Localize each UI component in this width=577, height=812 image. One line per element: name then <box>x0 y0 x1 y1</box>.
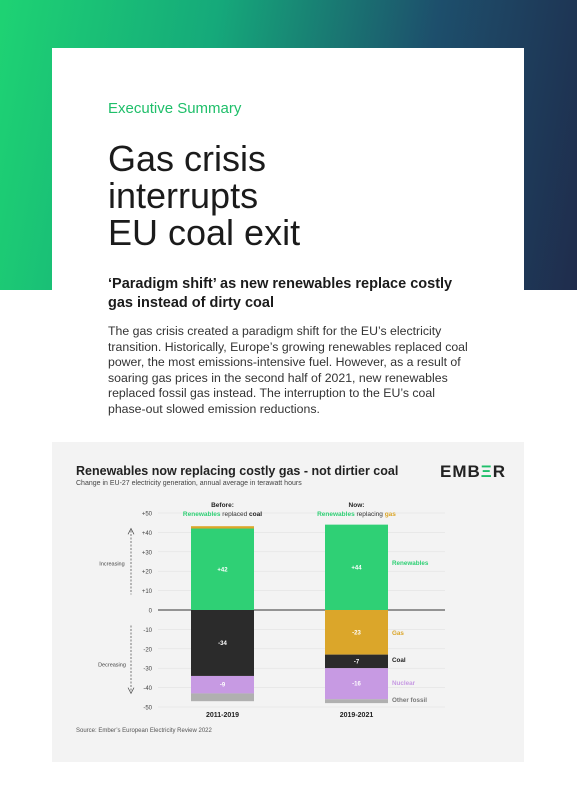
bar-segment <box>191 610 254 676</box>
bar-segment <box>191 528 254 610</box>
bar-segment <box>325 524 388 610</box>
page-subtitle: ‘Paradigm shift’ as new renewables repla… <box>108 276 453 311</box>
data-label: +44 <box>351 565 362 571</box>
body-paragraph: The gas crisis created a paradigm shift … <box>108 324 468 416</box>
title-line: Gas crisis <box>108 138 267 179</box>
decreasing-arrow-head <box>127 687 135 695</box>
column-subheading: Renewables replacing gas <box>317 511 396 518</box>
subheading-renewables: Renewables <box>317 511 355 518</box>
y-tick-label: -30 <box>143 667 152 673</box>
chart-panel <box>52 442 524 762</box>
column-subheading: Renewables replaced coal <box>183 511 262 518</box>
y-tick-label: 0 <box>149 609 153 615</box>
y-tick-label: -40 <box>143 686 152 692</box>
decreasing-label: Decreasing <box>98 662 126 668</box>
data-label: -16 <box>352 682 361 688</box>
legend-label: Renewables <box>392 560 429 567</box>
section-kicker: Executive Summary <box>108 100 242 117</box>
subheading-fuel: gas <box>385 511 397 518</box>
subheading-verb: replacing <box>355 511 385 518</box>
increasing-arrow-head <box>127 527 135 535</box>
x-category-label: 2019-2021 <box>340 712 374 719</box>
data-label: +42 <box>217 567 228 573</box>
chart-source: Source: Ember’s European Electricity Rev… <box>76 728 212 734</box>
legend-label: Other fossil <box>392 697 427 704</box>
column-heading: Before: <box>211 502 234 509</box>
y-tick-label: +40 <box>142 531 153 537</box>
legend-label: Coal <box>392 657 406 664</box>
data-label: -23 <box>352 630 361 636</box>
increasing-label: Increasing <box>99 561 124 567</box>
chart-subtitle: Change in EU-27 electricity generation, … <box>76 480 302 487</box>
y-tick-label: +30 <box>142 550 153 556</box>
subheading-fuel: coal <box>249 511 262 518</box>
title-line: EU coal exit <box>108 212 301 253</box>
x-category-label: 2011-2019 <box>206 712 239 719</box>
column-heading: Now: <box>349 502 365 509</box>
chart-title: Renewables now replacing costly gas - no… <box>76 464 399 478</box>
y-tick-label: +10 <box>142 589 153 595</box>
subheading-renewables: Renewables <box>183 511 221 518</box>
bar-segment <box>325 610 388 655</box>
data-label: -7 <box>354 659 360 665</box>
data-label: -34 <box>218 641 227 647</box>
y-tick-label: -20 <box>143 647 152 653</box>
page-title: Gas crisis interrupts EU coal exit <box>108 140 300 251</box>
bar-segment <box>325 668 388 700</box>
ember-logo: EMBΞR <box>440 462 507 481</box>
bar-segment <box>191 675 254 694</box>
legend-label: Nuclear <box>392 680 416 687</box>
subheading-verb: replaced <box>221 511 250 518</box>
bar-segment <box>191 693 254 702</box>
y-tick-label: +50 <box>142 512 153 518</box>
legend-label: Gas <box>392 630 404 637</box>
title-line: interrupts <box>108 175 259 216</box>
bar-segment <box>325 654 388 669</box>
data-label: -9 <box>220 683 226 689</box>
y-tick-label: +20 <box>142 570 153 576</box>
y-tick-label: -10 <box>143 628 152 634</box>
bar-segment <box>191 526 254 529</box>
bar-segment <box>325 699 388 704</box>
y-tick-label: -50 <box>143 706 152 712</box>
